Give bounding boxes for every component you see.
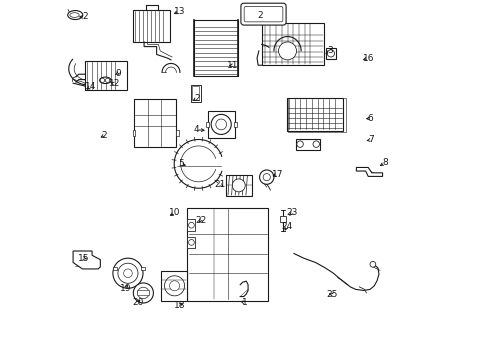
Text: 12: 12 [109, 80, 120, 89]
Bar [205, 122, 209, 127]
Text: 23: 23 [285, 208, 297, 217]
Text: 14: 14 [85, 82, 97, 91]
Bar [192, 86, 199, 100]
Text: 1: 1 [242, 298, 247, 307]
Text: 16: 16 [362, 54, 373, 63]
Bar [132, 10, 170, 42]
Bar [207, 111, 234, 138]
Text: 6: 6 [367, 114, 373, 123]
Bar [187, 208, 267, 301]
Circle shape [105, 78, 109, 82]
Circle shape [133, 283, 153, 303]
Bar [85, 61, 127, 90]
Polygon shape [356, 167, 382, 176]
Circle shape [296, 141, 303, 147]
Text: 18: 18 [173, 301, 184, 310]
Text: 2: 2 [194, 94, 200, 103]
Circle shape [259, 170, 273, 184]
Ellipse shape [100, 77, 111, 84]
Text: 17: 17 [271, 170, 283, 179]
Text: 11: 11 [227, 61, 238, 70]
Circle shape [326, 50, 334, 57]
Bar [112, 267, 117, 270]
Bar [190, 85, 201, 102]
Circle shape [369, 261, 375, 267]
Text: 2: 2 [82, 12, 87, 21]
Bar [287, 98, 346, 132]
Text: 2: 2 [257, 10, 263, 19]
Bar [137, 291, 149, 296]
Text: 25: 25 [326, 290, 337, 299]
Bar [161, 271, 187, 301]
Bar [325, 48, 336, 59]
Text: 19: 19 [120, 284, 131, 293]
Circle shape [278, 42, 296, 60]
Circle shape [113, 258, 142, 288]
Circle shape [118, 263, 138, 283]
Text: 13: 13 [173, 7, 184, 16]
Bar [193, 21, 238, 76]
Text: 4: 4 [193, 125, 199, 134]
Circle shape [100, 78, 104, 82]
Text: 9: 9 [115, 69, 121, 78]
Circle shape [164, 276, 184, 296]
Text: 20: 20 [132, 298, 143, 307]
Polygon shape [73, 251, 100, 269]
Circle shape [312, 141, 319, 147]
Bar [296, 139, 319, 149]
Bar [132, 130, 135, 136]
Text: 24: 24 [281, 222, 292, 231]
Bar [187, 237, 195, 248]
Circle shape [263, 174, 270, 181]
Circle shape [188, 222, 194, 228]
Circle shape [232, 179, 244, 192]
Text: 10: 10 [168, 208, 180, 217]
Ellipse shape [70, 13, 79, 17]
FancyBboxPatch shape [244, 6, 282, 22]
Bar [187, 220, 195, 231]
Text: 15: 15 [78, 254, 89, 263]
Circle shape [188, 239, 194, 245]
Circle shape [215, 119, 226, 130]
Text: 3: 3 [327, 46, 333, 55]
Circle shape [169, 281, 179, 291]
Text: 7: 7 [367, 135, 373, 144]
Text: 2: 2 [102, 131, 107, 140]
Bar [134, 99, 176, 147]
Bar [261, 23, 324, 65]
Circle shape [211, 114, 231, 134]
FancyBboxPatch shape [241, 3, 285, 25]
Text: 21: 21 [214, 180, 225, 189]
Circle shape [123, 269, 132, 278]
Circle shape [137, 287, 149, 299]
Bar [280, 216, 285, 222]
Bar [140, 267, 144, 270]
Bar [176, 130, 179, 136]
Bar [225, 175, 251, 196]
Bar [286, 98, 343, 131]
Text: 5: 5 [178, 159, 183, 168]
Ellipse shape [67, 10, 82, 19]
Text: 8: 8 [382, 158, 387, 167]
Text: 22: 22 [195, 216, 206, 225]
Bar [233, 122, 237, 127]
